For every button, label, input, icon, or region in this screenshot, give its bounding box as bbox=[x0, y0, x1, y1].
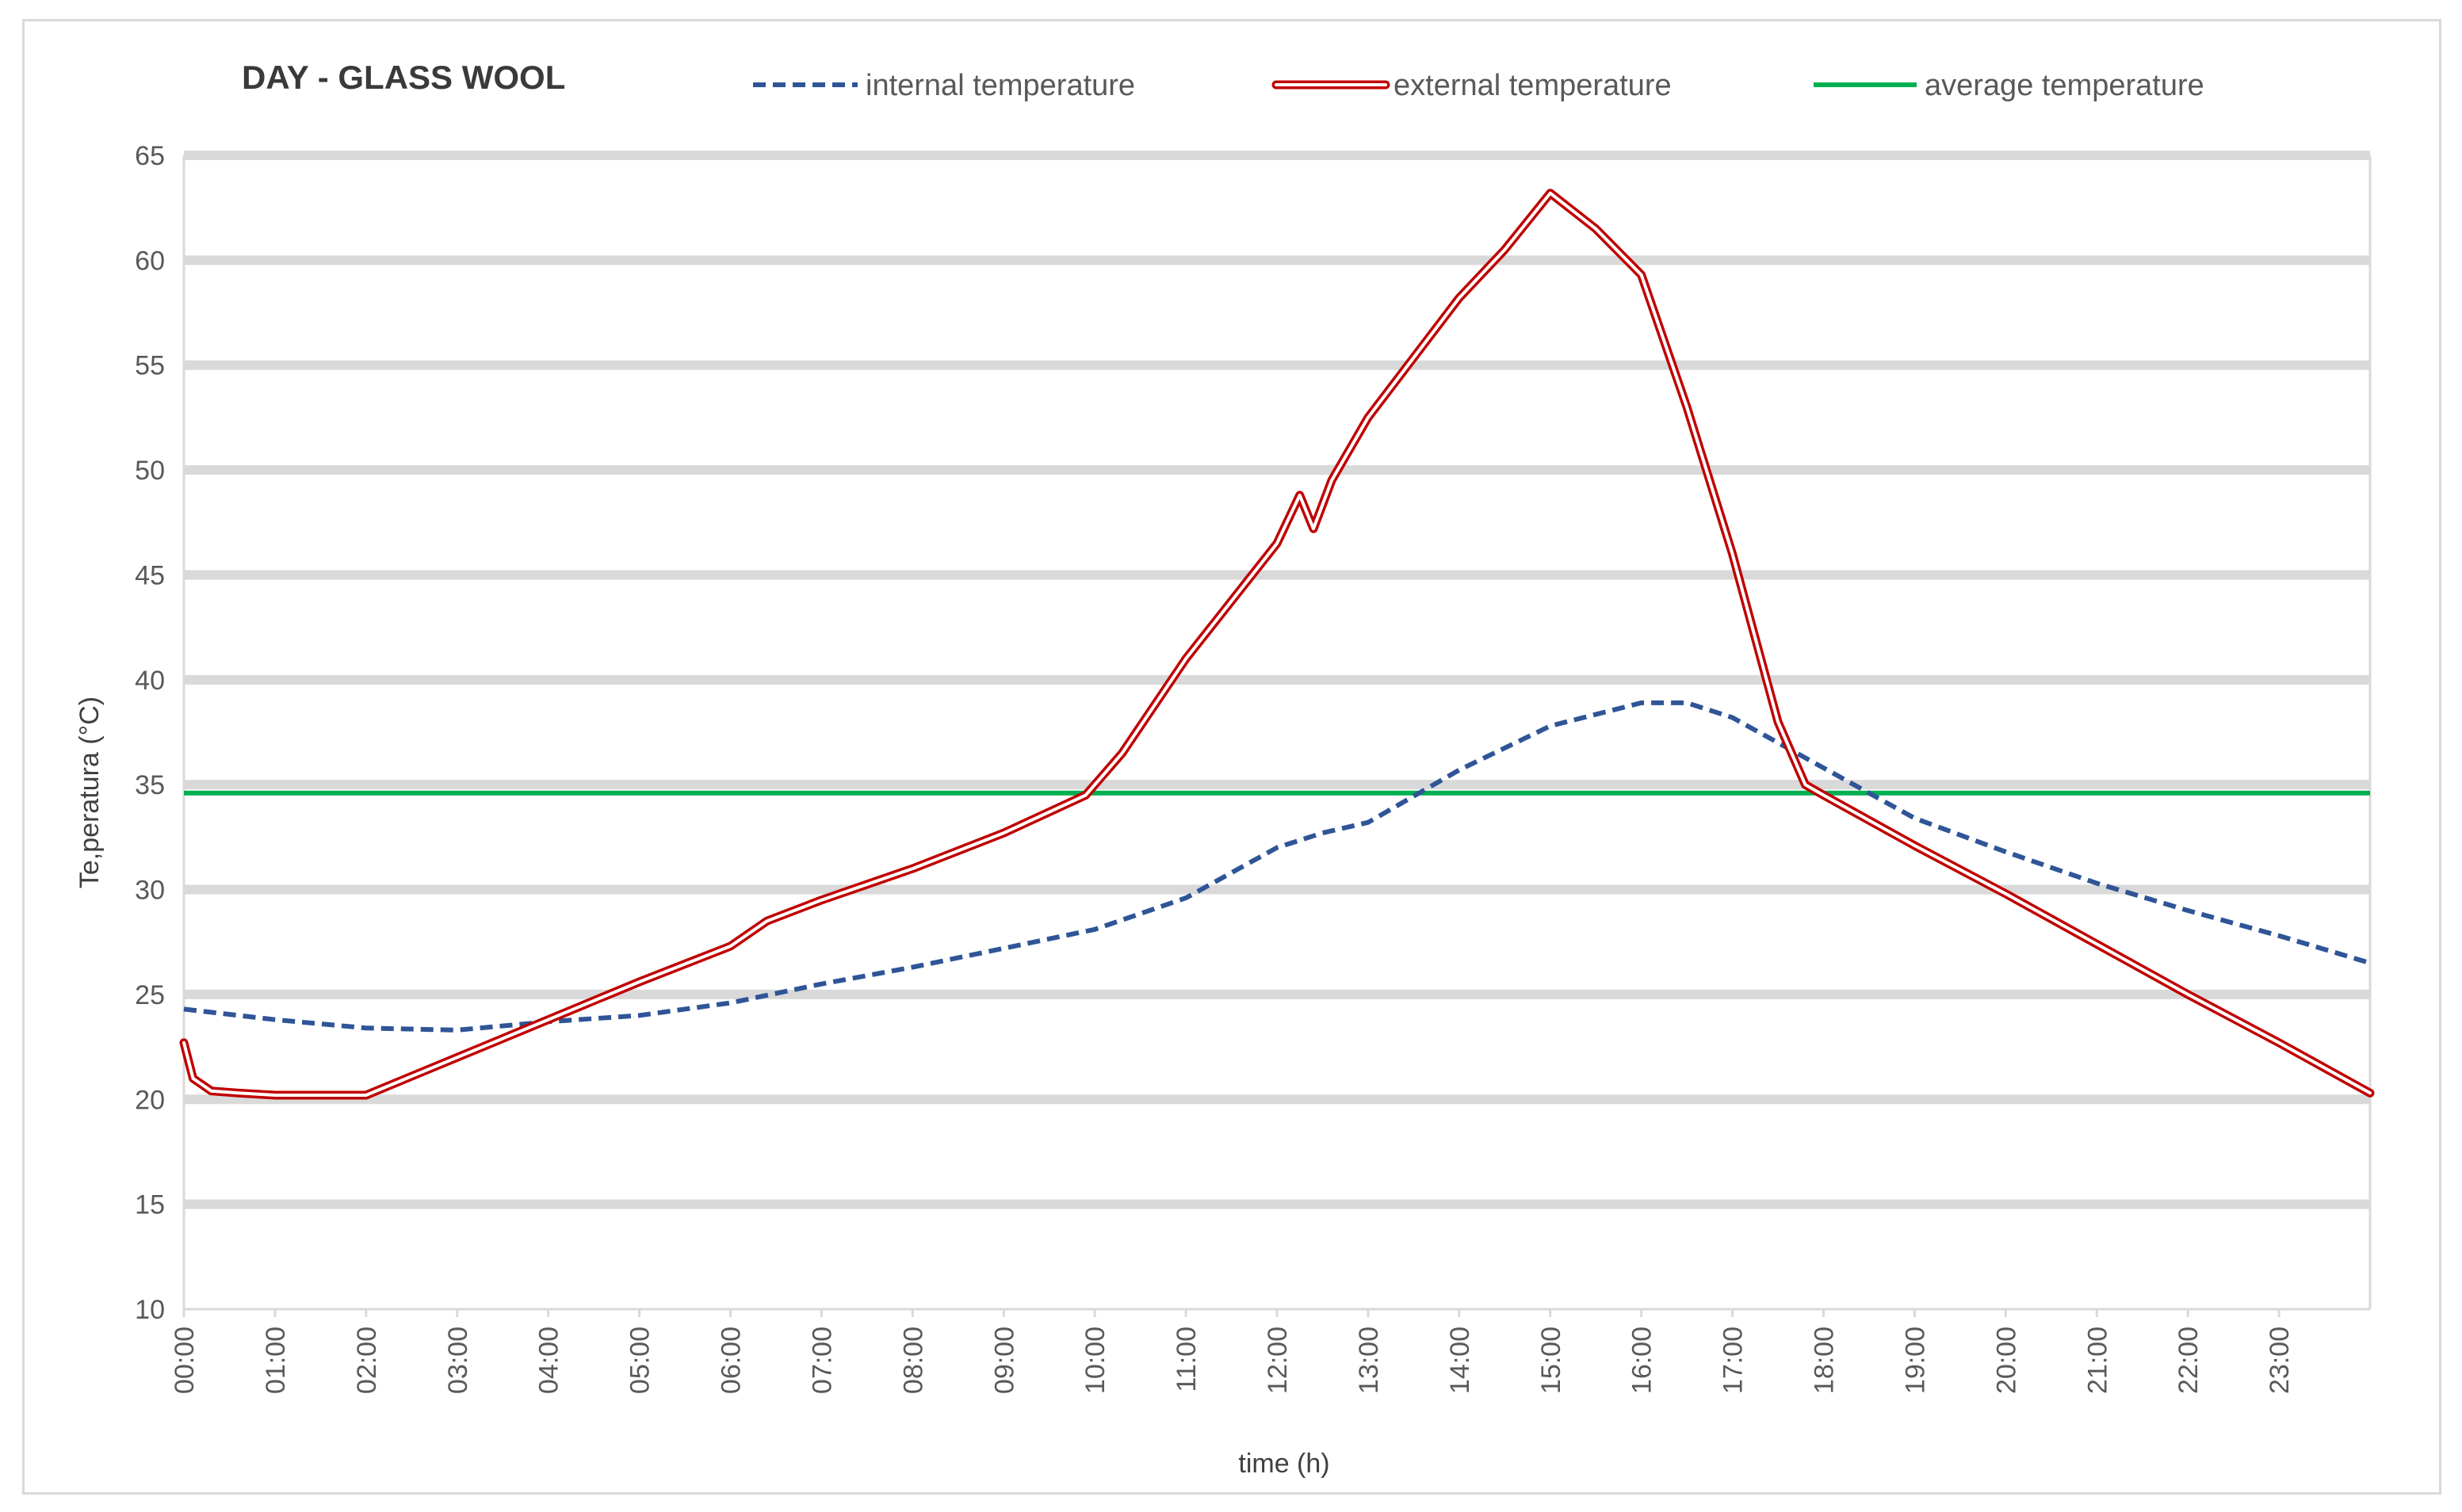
x-tick-label: 20:00 bbox=[1991, 1327, 2021, 1394]
x-tick-label: 23:00 bbox=[2265, 1327, 2295, 1394]
x-tick-label: 11:00 bbox=[1172, 1327, 1202, 1392]
x-tick-label: 06:00 bbox=[717, 1327, 747, 1394]
x-tick-label: 15:00 bbox=[1536, 1327, 1566, 1394]
legend-item-external: external temperature bbox=[1271, 69, 1672, 102]
y-tick-label: 50 bbox=[135, 456, 165, 486]
y-tick-label: 65 bbox=[135, 141, 165, 171]
legend-item-internal: internal temperature bbox=[753, 69, 1135, 102]
y-axis-ticks: 10 15 20 25 30 35 40 45 50 55 60 65 bbox=[135, 141, 165, 1325]
x-tick-label: 16:00 bbox=[1627, 1327, 1657, 1394]
x-tick-label: 10:00 bbox=[1080, 1327, 1111, 1394]
y-tick-label: 20 bbox=[135, 1085, 165, 1115]
x-tick-label: 04:00 bbox=[534, 1327, 564, 1394]
grid-layer bbox=[184, 151, 2372, 1309]
series-line-internal-temperature bbox=[183, 700, 2371, 1033]
series-layer bbox=[179, 189, 2375, 1100]
x-tick-label: 17:00 bbox=[1718, 1327, 1749, 1394]
x-tick-label: 12:00 bbox=[1263, 1327, 1293, 1394]
x-tick-label: 19:00 bbox=[1900, 1327, 1930, 1394]
legend-label-average: average temperature bbox=[1925, 69, 2204, 102]
x-tick-label: 02:00 bbox=[352, 1327, 382, 1394]
y-tick-label: 25 bbox=[135, 980, 165, 1010]
legend-label-external: external temperature bbox=[1393, 69, 1672, 102]
legend: internal temperature external temperatur… bbox=[753, 69, 2204, 102]
x-tick-label: 14:00 bbox=[1445, 1327, 1475, 1394]
x-tick-label: 21:00 bbox=[2082, 1327, 2112, 1394]
series-line-external-temperature bbox=[179, 189, 2375, 1100]
legend-label-internal: internal temperature bbox=[866, 69, 1135, 102]
legend-item-average: average temperature bbox=[1814, 69, 2204, 102]
x-tick-label: 01:00 bbox=[261, 1327, 291, 1394]
x-tick-label: 13:00 bbox=[1354, 1327, 1384, 1394]
x-axis-title: time (h) bbox=[1238, 1449, 1329, 1479]
x-tick-label: 09:00 bbox=[989, 1327, 1019, 1394]
y-tick-label: 40 bbox=[135, 666, 165, 696]
x-tick-label: 18:00 bbox=[1810, 1327, 1840, 1394]
x-tick-label: 00:00 bbox=[170, 1327, 200, 1394]
chart-title: DAY - GLASS WOOL bbox=[242, 59, 565, 96]
x-tick-label: 07:00 bbox=[807, 1327, 837, 1394]
y-tick-label: 30 bbox=[135, 876, 165, 906]
y-tick-label: 55 bbox=[135, 351, 165, 381]
y-axis-title: Te,peratura (°C) bbox=[75, 697, 105, 888]
y-tick-label: 10 bbox=[135, 1295, 165, 1325]
x-tick-label: 22:00 bbox=[2173, 1327, 2204, 1394]
x-axis-ticks: 00:00 01:00 02:00 03:00 04:00 05:00 06:00 07:00… bbox=[170, 1309, 2295, 1394]
y-tick-label: 35 bbox=[135, 770, 165, 800]
y-tick-label: 15 bbox=[135, 1190, 165, 1220]
x-tick-label: 08:00 bbox=[898, 1327, 928, 1394]
y-tick-label: 45 bbox=[135, 560, 165, 590]
y-tick-label: 60 bbox=[135, 246, 165, 276]
x-tick-label: 05:00 bbox=[625, 1327, 656, 1394]
series-line-external-temperature-inner bbox=[182, 191, 2372, 1097]
x-tick-label: 03:00 bbox=[443, 1327, 473, 1394]
